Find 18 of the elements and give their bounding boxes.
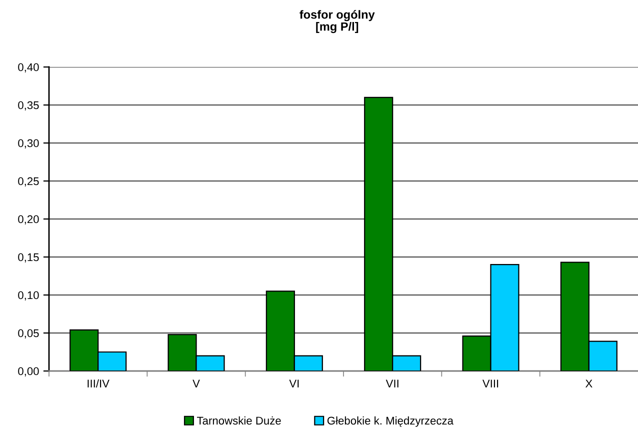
chart-title: fosfor ogólny [mg P/l] (300, 10, 375, 34)
y-tick-label: 0,05 (18, 329, 39, 338)
y-tick-label: 0,35 (18, 101, 39, 110)
legend-label: Tarnowskie Duże (196, 416, 281, 425)
x-tick-label: VIII (482, 380, 498, 388)
y-tick-label: 0,30 (18, 139, 39, 148)
y-tick-label: 0,40 (18, 63, 39, 72)
y-tick-label: 0,15 (18, 253, 39, 262)
y-tick-label: 0,20 (18, 215, 39, 224)
x-tick-label: VII (386, 380, 398, 388)
y-tick-label: 0,10 (18, 291, 39, 300)
legend-label: Głebokie k. Międzyrzecza (327, 416, 454, 427)
x-tick-label: III/IV (88, 379, 110, 388)
y-tick-label: 0,25 (18, 177, 39, 186)
x-tick-label: V (192, 380, 200, 388)
y-tick-label: 0,00 (18, 367, 39, 376)
x-tick-label: VI (289, 380, 299, 388)
x-tick-label: X (585, 380, 592, 388)
